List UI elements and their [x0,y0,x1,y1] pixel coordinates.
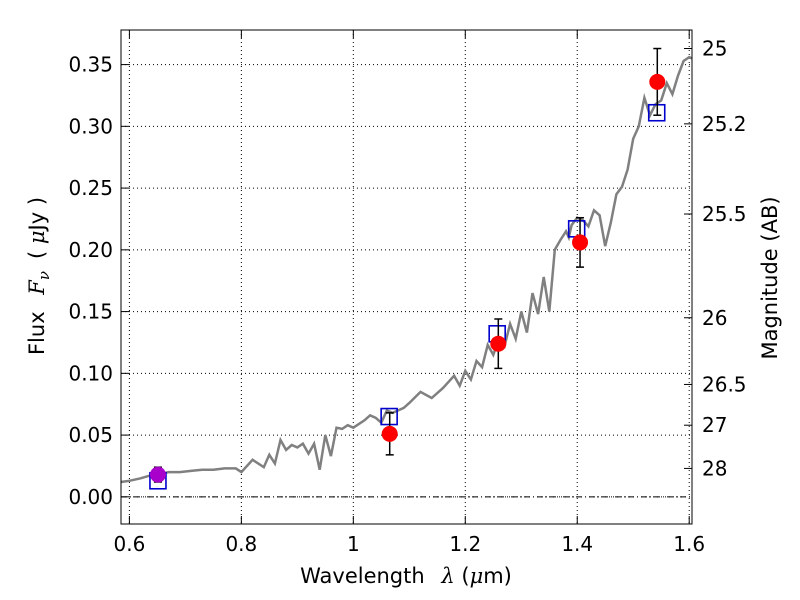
magnitude-tick-label: 28 [702,456,727,480]
error-bars [153,47,662,483]
magnitude-tick-label: 26 [702,306,727,330]
x-tick-label: 1.2 [449,532,481,556]
magnitude-tick-label: 26.5 [702,372,747,396]
observed-point [649,73,666,90]
magnitude-axis-ticks: 25 25.2 25.5 26 26.5 27 28 [684,37,747,480]
magnitude-tick-label: 25.2 [702,112,747,136]
magnitude-tick-label: 27 [702,413,727,437]
y-axis-label: Flux Fν( μJy ) [25,197,53,355]
synthetic-photometry [149,103,666,490]
observed-point [572,234,589,251]
magnitude-tick-label: 25 [702,37,727,61]
y-tick-label: 0.05 [68,423,113,447]
y-tick-label: 0.25 [68,176,113,200]
x-tick-label: 1.6 [673,532,705,556]
x-tick-label: 0.8 [225,532,257,556]
y-tick-label: 0.10 [68,361,113,385]
y-tick-label: 0.15 [68,300,113,324]
observed-photometry [149,73,666,483]
x-axis-label: Wavelength λ (μm) [300,564,512,588]
y-tick-label: 0.20 [68,238,113,262]
magnitude-axis-label: Magnitude (AB) [758,196,782,359]
plot-frame [120,29,693,525]
observed-point [149,466,166,483]
model-spectrum-line [120,55,693,484]
y-tick-label: 0.35 [68,53,113,77]
y-tick-label: 0.30 [68,114,113,138]
grid [121,30,692,524]
y-axis-ticks: 0.00 0.05 0.10 0.15 0.20 0.25 0.30 0.35 [68,53,129,509]
x-axis-ticks: 0.6 0.8 1 1.2 1.4 1.6 [113,30,705,556]
x-tick-label: 1 [347,532,360,556]
x-tick-label: 0.6 [113,532,145,556]
y-tick-label: 0.00 [68,485,113,509]
observed-point [490,335,507,352]
x-tick-label: 1.4 [561,532,593,556]
observed-point [381,425,398,442]
magnitude-tick-label: 25.5 [702,202,747,226]
